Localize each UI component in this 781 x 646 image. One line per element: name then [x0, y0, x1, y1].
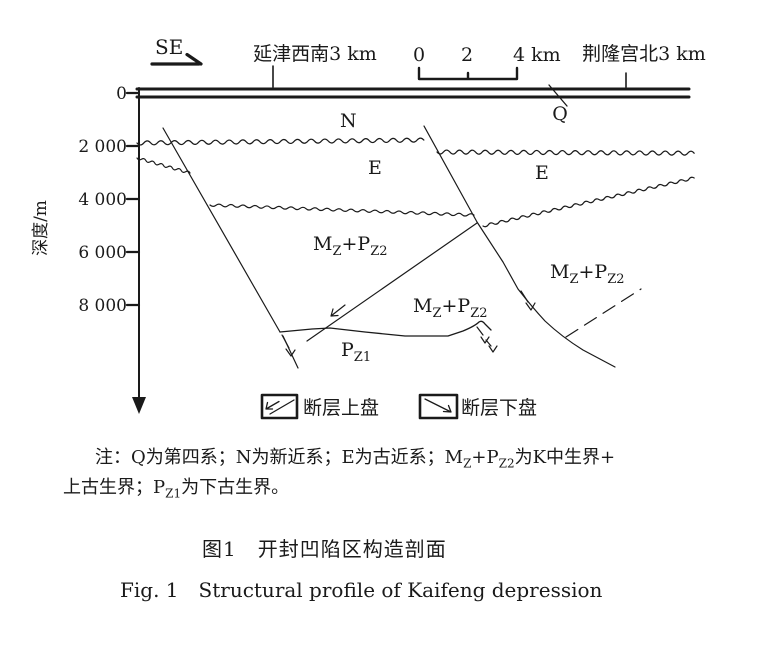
fault-1-hanging-wall-arrow-icon	[281, 334, 296, 357]
scalebar-label-0: 0	[413, 44, 425, 66]
depth-axis-arrow-icon	[132, 397, 146, 414]
unit-label-q: Q	[552, 103, 568, 125]
fault-2-hanging-wall-arrow-icon	[520, 290, 536, 311]
scalebar	[417, 66, 519, 81]
fault-inferred-dashed-line	[565, 288, 642, 338]
caption-chinese: 图1 开封凹陷区构造剖面	[202, 537, 447, 561]
unconformity-n-base-right	[436, 149, 695, 156]
figure-note: 注：Q为第四系；N为新近系；E为古近系；MZ+PZ2为K中生界+ 上古生界；PZ…	[63, 446, 743, 505]
unit-label-mzpz2-middle: MZ+PZ2	[413, 295, 488, 321]
fault-3-line	[306, 222, 478, 342]
unconformity-e-base-right	[482, 176, 695, 228]
location-label-left: 延津西南3 km	[253, 43, 377, 65]
unconformity-n-base-left	[136, 137, 425, 146]
unit-label-n: N	[340, 110, 357, 132]
legend-hanging-wall-box	[260, 393, 299, 420]
fault-2-footwall-arrow-a-icon	[476, 326, 490, 344]
q-leader-slash	[548, 84, 568, 107]
pz1-top-boundary-line	[279, 320, 492, 337]
fault-1-line	[162, 127, 299, 369]
profile-figure: SE 延津西南3 km 0 2 4 km 荆隆宫北3 km Q 0 2 000 …	[31, 35, 706, 420]
footwall-symbol-icon	[424, 398, 452, 413]
legend-footwall-label: 断层下盘	[461, 397, 537, 419]
fault-3-hanging-wall-arrow-icon	[330, 304, 346, 317]
fault-2-footwall-arrow-b-icon	[485, 339, 498, 353]
depth-tick-0: 0	[116, 84, 127, 104]
legend: 断层上盘 断层下盘	[260, 393, 537, 420]
legend-hanging-wall-label: 断层上盘	[303, 397, 379, 419]
figure-note-line1: 注：Q为第四系；N为新近系；E为古近系；MZ+PZ2为K中生界+	[95, 447, 616, 471]
direction-label: SE	[155, 35, 183, 59]
depth-tick-4000: 4 000	[78, 190, 127, 210]
depth-axis-title: 深度/m	[31, 200, 51, 256]
unit-label-mzpz2-right: MZ+PZ2	[550, 261, 625, 287]
direction-arrow-icon	[150, 52, 203, 66]
location-label-right: 荆隆宫北3 km	[582, 43, 706, 65]
depth-tick-8000: 8 000	[78, 296, 127, 316]
unit-label-e-right: E	[535, 162, 549, 184]
legend-footwall-box	[418, 393, 459, 420]
unit-label-e-left: E	[368, 157, 382, 179]
figure-note-line2: 上古生界；PZ1为下古生界。	[63, 476, 290, 501]
scalebar-label-4km: 4 km	[513, 44, 561, 66]
depth-axis-ticks	[125, 91, 141, 307]
unit-label-mzpz2-center: MZ+PZ2	[313, 233, 388, 259]
unit-label-pz1: PZ1	[341, 339, 371, 365]
unconformity-e-base-left	[209, 203, 475, 217]
depth-tick-2000: 2 000	[78, 137, 127, 157]
fault-2-line	[423, 125, 616, 368]
caption-english: Fig. 1 Structural profile of Kaifeng dep…	[120, 578, 603, 602]
scalebar-label-2: 2	[461, 44, 473, 66]
depth-tick-6000: 6 000	[78, 243, 127, 263]
hanging-wall-symbol-icon	[265, 399, 295, 415]
unconformity-e-base-far-left	[136, 157, 191, 174]
